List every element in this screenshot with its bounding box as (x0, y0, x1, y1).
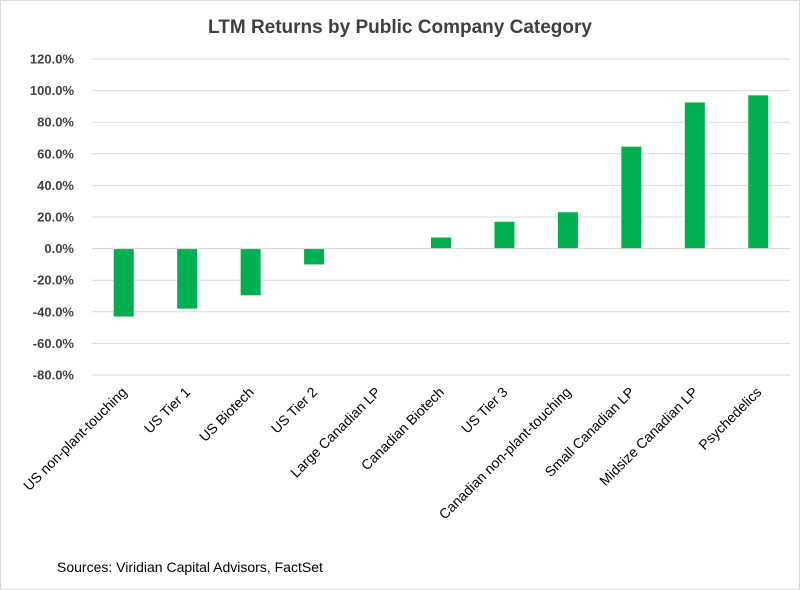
x-tick-label: US Biotech (196, 384, 257, 445)
bar (621, 146, 642, 249)
y-tick-label: 60.0% (37, 146, 74, 161)
y-tick-label: -40.0% (33, 304, 75, 319)
x-tick-label: US Tier 3 (458, 384, 511, 437)
y-tick-label: -20.0% (33, 273, 75, 288)
bar (240, 248, 261, 296)
bar (431, 237, 451, 249)
y-tick-label: 80.0% (37, 115, 74, 130)
bar (684, 102, 705, 249)
gridlines (92, 58, 790, 376)
x-tick-label: US Tier 2 (268, 384, 321, 437)
bar (113, 248, 134, 317)
x-tick-label: Canadian non-plant-touching (436, 384, 574, 522)
x-tick-label: US Tier 1 (141, 384, 194, 437)
x-tick-label: Psychedelics (695, 384, 764, 453)
y-tick-label: 20.0% (37, 210, 74, 225)
bar (557, 212, 578, 249)
bar (177, 248, 198, 309)
source-note: Sources: Viridian Capital Advisors, Fact… (57, 559, 323, 575)
y-tick-label: 0.0% (44, 241, 74, 256)
y-tick-label: 100.0% (30, 83, 75, 98)
bars (113, 95, 769, 317)
chart-title: LTM Returns by Public Company Category (208, 17, 592, 38)
y-tick-label: -60.0% (33, 336, 75, 351)
y-axis-ticks: 120.0% 100.0% 80.0% 60.0% 40.0% 20.0% 0.0% -20.… (30, 52, 75, 383)
x-axis-labels: US non-plant-touching US Tier 1 US Biotech… (20, 384, 764, 523)
bar (304, 248, 325, 265)
y-tick-label: 120.0% (30, 52, 75, 67)
bar (748, 95, 769, 249)
x-tick-label: US non-plant-touching (20, 384, 130, 494)
bar (494, 221, 515, 249)
y-tick-label: 40.0% (37, 178, 74, 193)
y-tick-label: -80.0% (33, 368, 75, 383)
